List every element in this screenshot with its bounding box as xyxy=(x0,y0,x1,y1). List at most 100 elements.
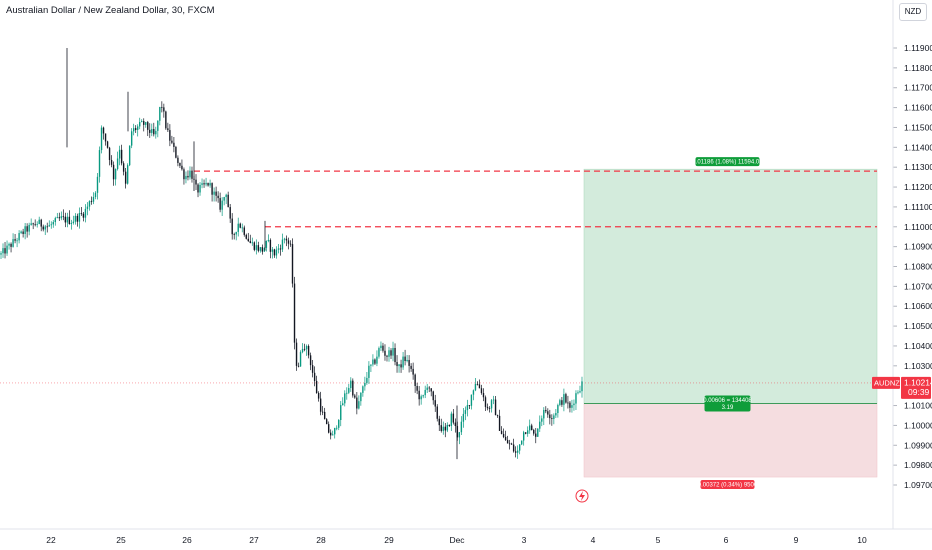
candle xyxy=(255,239,258,255)
candle xyxy=(145,121,147,128)
time-tick-label: 29 xyxy=(384,535,394,545)
loss-zone[interactable] xyxy=(583,403,878,478)
time-axis[interactable]: 22 25 26 27 28 29 Dec 3 4 5 6 9 10 xyxy=(46,535,867,545)
candle xyxy=(444,422,446,438)
candle xyxy=(46,222,48,233)
candle xyxy=(458,431,461,445)
candle xyxy=(149,123,151,138)
candle xyxy=(520,440,523,446)
candle xyxy=(76,213,79,227)
candle xyxy=(273,248,276,258)
candle xyxy=(404,349,406,366)
candle xyxy=(422,394,424,399)
candle xyxy=(54,216,56,226)
candle xyxy=(20,230,22,235)
currency-button[interactable]: NZD xyxy=(899,3,927,21)
candle xyxy=(402,352,404,370)
profit-zone[interactable] xyxy=(583,168,878,404)
candle xyxy=(118,145,121,166)
candle xyxy=(313,366,316,387)
candle xyxy=(159,106,161,126)
candle xyxy=(12,233,14,248)
candle xyxy=(84,204,87,223)
candle xyxy=(474,378,477,392)
candle xyxy=(452,409,455,425)
candle xyxy=(191,166,193,183)
candle xyxy=(227,191,229,208)
svg-text:0.00372 (0.34%) 9500: 0.00372 (0.34%) 9500 xyxy=(698,483,758,489)
candle xyxy=(420,394,422,405)
candle xyxy=(108,146,111,166)
candle xyxy=(480,384,483,395)
time-tick-label: 6 xyxy=(724,535,729,545)
candle xyxy=(215,186,217,202)
candle xyxy=(553,413,555,425)
candle xyxy=(329,429,332,440)
price-tag: AUDNZD 1.10214 09:39 xyxy=(872,376,932,399)
candle xyxy=(110,155,113,168)
candle xyxy=(96,173,99,200)
candle xyxy=(257,241,260,253)
candle xyxy=(370,364,372,372)
candle xyxy=(291,238,294,288)
candle xyxy=(161,101,163,113)
candle xyxy=(581,376,583,398)
candle xyxy=(504,430,507,441)
svg-text:09:39: 09:39 xyxy=(908,387,930,397)
candle xyxy=(173,137,175,153)
price-tick-label: 1.11600 xyxy=(904,103,932,113)
candle xyxy=(450,411,453,432)
candle xyxy=(468,405,471,410)
svg-text:3.19: 3.19 xyxy=(722,405,734,411)
candle xyxy=(356,391,358,415)
candle xyxy=(217,191,219,203)
candle xyxy=(279,244,282,256)
candle xyxy=(426,383,428,393)
candle xyxy=(6,240,8,256)
price-tick-label: 1.09900 xyxy=(904,440,932,450)
candle xyxy=(106,140,109,149)
time-tick-label: 27 xyxy=(249,535,259,545)
price-tick-label: 1.10600 xyxy=(904,301,932,311)
svg-text:1.10214: 1.10214 xyxy=(904,377,932,387)
candle xyxy=(2,243,4,258)
candle xyxy=(573,399,575,411)
candle xyxy=(147,120,149,137)
price-tick-label: 1.11500 xyxy=(904,122,932,132)
candle xyxy=(253,241,256,252)
candle xyxy=(358,395,360,410)
candle xyxy=(102,126,105,140)
candle xyxy=(245,233,247,240)
candle xyxy=(478,379,481,389)
candle xyxy=(327,421,330,434)
price-axis[interactable]: 1.11900 1.11800 1.11700 1.11600 1.11500 1.114… xyxy=(904,43,932,490)
candle xyxy=(336,425,338,431)
candle xyxy=(484,395,487,412)
candle xyxy=(386,354,388,362)
flash-icon[interactable] xyxy=(575,489,589,503)
target-label[interactable]: 0.01186 (1.08%) 11594.09 xyxy=(692,157,763,167)
candle xyxy=(539,415,541,432)
candle xyxy=(211,182,213,202)
price-tick-label: 1.10300 xyxy=(904,361,932,371)
candle xyxy=(223,196,225,206)
candle xyxy=(205,177,207,187)
candle xyxy=(56,212,58,219)
candle xyxy=(271,246,274,259)
candle xyxy=(368,361,370,384)
candle xyxy=(398,364,400,373)
price-tick-label: 1.11400 xyxy=(904,142,932,152)
price-tick-label: 1.11900 xyxy=(904,43,932,53)
stop-label[interactable]: 0.00372 (0.34%) 9500 xyxy=(698,480,758,490)
candle xyxy=(181,159,183,171)
candle xyxy=(151,123,153,137)
candle xyxy=(376,350,378,367)
price-tick-label: 1.11700 xyxy=(904,83,932,93)
candle xyxy=(203,179,205,188)
entry-label[interactable]: 0.00606 = 134408 3.19 xyxy=(703,395,752,412)
candle xyxy=(128,145,131,167)
candle xyxy=(183,167,185,185)
candle xyxy=(531,423,533,431)
candle xyxy=(311,359,314,378)
